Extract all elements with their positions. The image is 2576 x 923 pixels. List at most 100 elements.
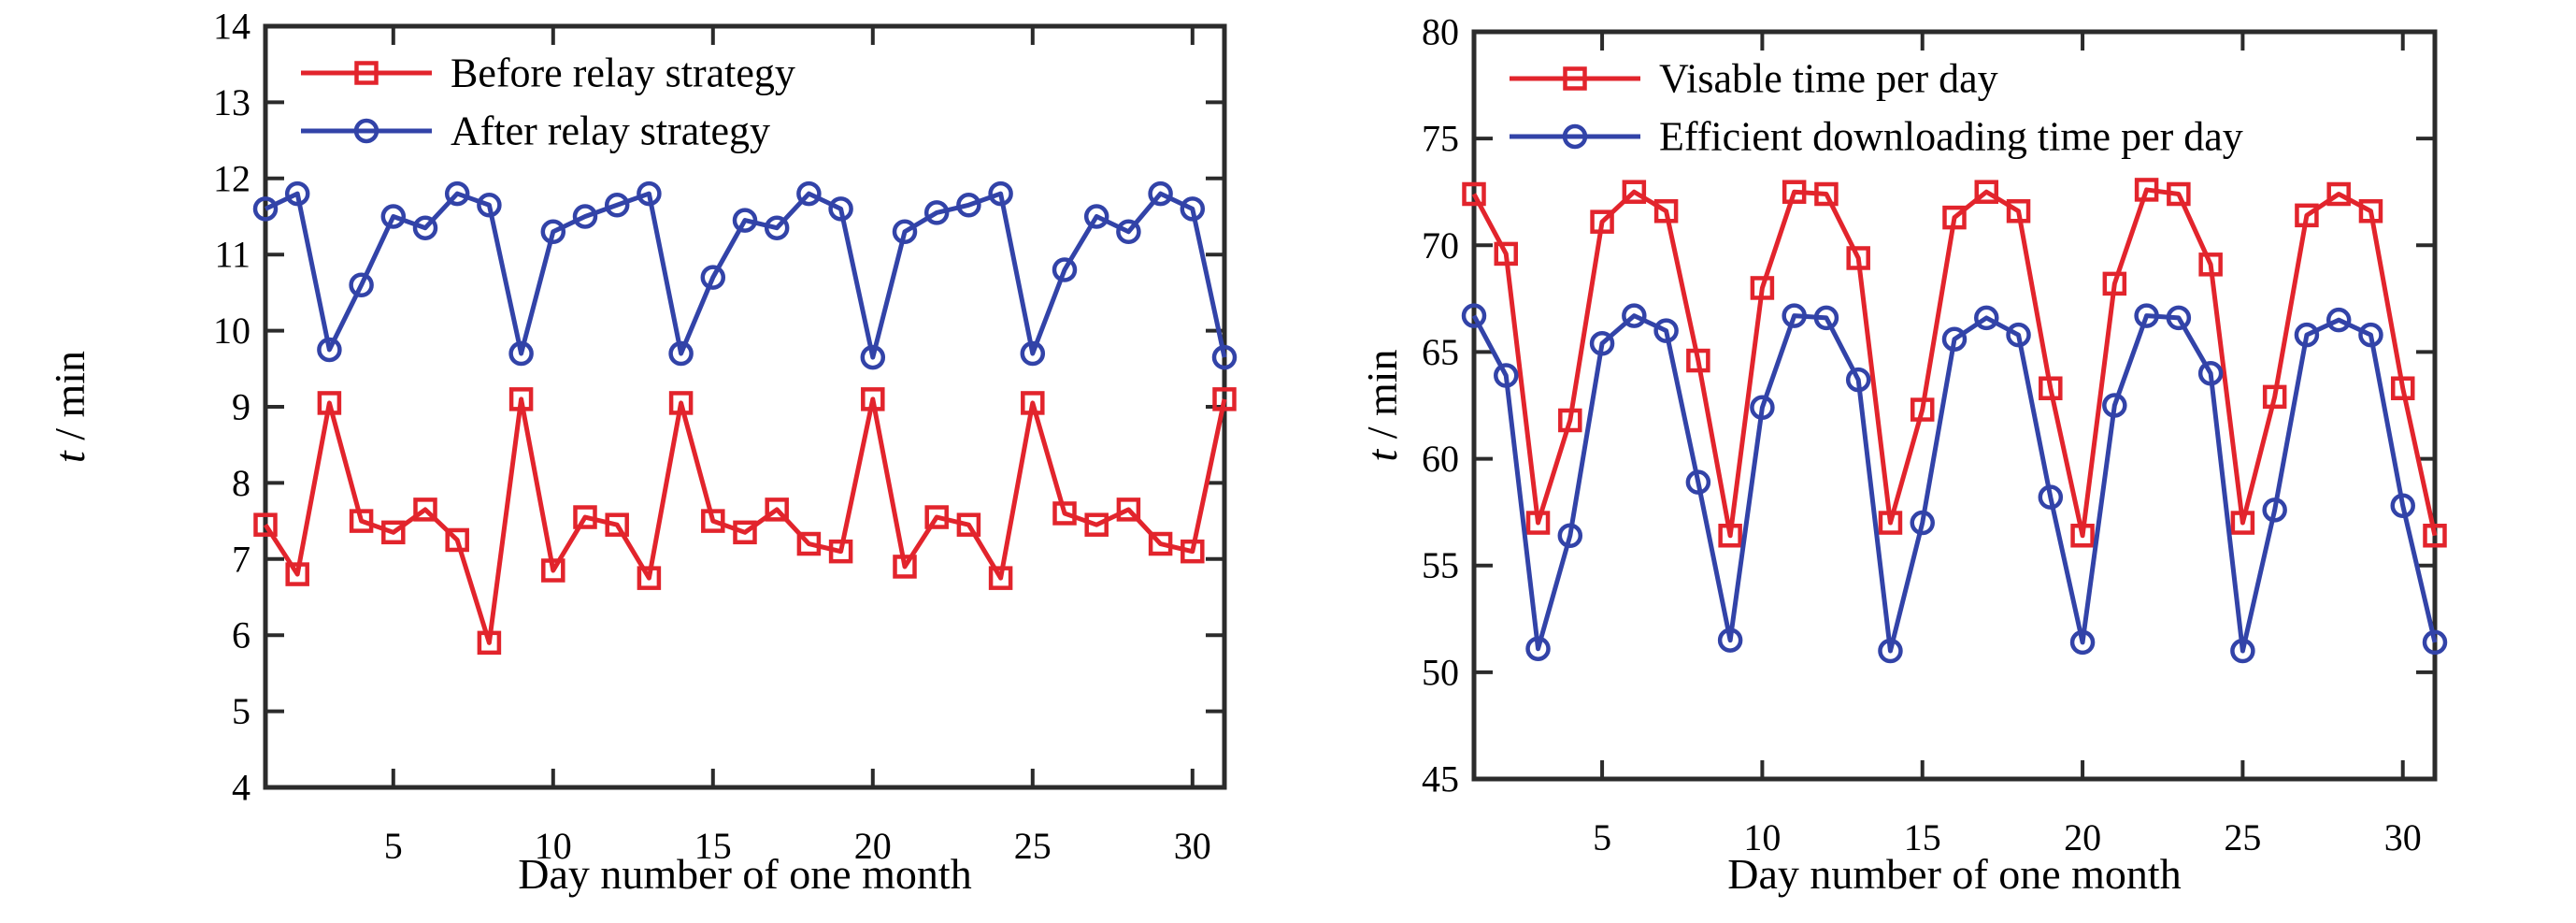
y-tick-label: 8	[232, 462, 250, 504]
y-tick-label: 11	[214, 234, 250, 276]
y-tick-label: 55	[1422, 544, 1459, 586]
series-marker-before-relay-strategy	[1084, 512, 1109, 537]
legend: Visable time per day Efficient downloadin…	[1510, 56, 2243, 160]
series-marker-before-relay-strategy	[413, 498, 437, 522]
series-marker-visable-time-per-day	[1558, 408, 1582, 433]
series-marker-before-relay-strategy	[605, 512, 629, 537]
series-marker-visable-time-per-day	[1910, 397, 1935, 422]
series-marker-after-relay-strategy	[540, 219, 566, 245]
series-marker-visable-time-per-day	[2423, 524, 2447, 548]
x-tick-label: 20	[2064, 816, 2101, 858]
series-marker-efficient-downloading-time-per-day	[1845, 367, 1871, 393]
series-marker-visable-time-per-day	[2230, 511, 2255, 535]
series-marker-visable-time-per-day	[2070, 524, 2095, 548]
series-marker-visable-time-per-day	[2198, 252, 2223, 277]
series-marker-visable-time-per-day	[1974, 180, 1999, 204]
series-line-after-relay-strategy	[264, 191, 1227, 360]
series-marker-after-relay-strategy	[1116, 219, 1141, 245]
series-marker-before-relay-strategy	[317, 391, 342, 415]
series-marker-after-relay-strategy	[508, 340, 534, 367]
series-marker-visable-time-per-day	[1622, 180, 1647, 204]
series-marker-efficient-downloading-time-per-day	[1974, 305, 1999, 331]
x-tick-label: 20	[854, 825, 892, 867]
series-marker-efficient-downloading-time-per-day	[1494, 363, 1519, 388]
series-marker-after-relay-strategy	[637, 180, 662, 207]
series-marker-efficient-downloading-time-per-day	[2230, 638, 2255, 664]
series-marker-visable-time-per-day	[2039, 376, 2063, 400]
series-marker-before-relay-strategy	[956, 512, 981, 537]
series-marker-efficient-downloading-time-per-day	[2262, 498, 2287, 523]
series-marker-efficient-downloading-time-per-day	[1525, 636, 1551, 661]
series-marker-visable-time-per-day	[2326, 181, 2351, 207]
series-marker-efficient-downloading-time-per-day	[1589, 331, 1615, 356]
series-marker-before-relay-strategy	[1021, 391, 1045, 415]
series-marker-after-relay-strategy	[828, 196, 853, 222]
series-marker-visable-time-per-day	[2262, 384, 2287, 410]
series-marker-efficient-downloading-time-per-day	[2038, 484, 2064, 510]
legend-label: Visable time per day	[1659, 56, 1998, 102]
series-line-efficient-downloading-time-per-day	[1471, 313, 2438, 654]
series-marker-before-relay-strategy	[828, 539, 853, 564]
series-marker-after-relay-strategy	[764, 215, 790, 240]
series-marker-efficient-downloading-time-per-day	[1878, 638, 1903, 664]
y-tick-label: 5	[232, 690, 250, 732]
legend-label: After relay strategy	[451, 108, 770, 154]
series-marker-after-relay-strategy	[1211, 344, 1238, 370]
series-marker-after-relay-strategy	[892, 219, 918, 245]
series-marker-efficient-downloading-time-per-day	[1782, 303, 1807, 328]
legend-item-visable-time-per-day: Visable time per day	[1510, 56, 1998, 102]
series-marker-visable-time-per-day	[1494, 241, 1519, 267]
series-marker-efficient-downloading-time-per-day	[1910, 510, 1935, 536]
series-marker-efficient-downloading-time-per-day	[2197, 361, 2224, 386]
y-tick-label: 13	[213, 81, 250, 123]
plot-frame	[1471, 29, 2438, 782]
series-marker-visable-time-per-day	[1750, 276, 1775, 300]
legend-label: Before relay strategy	[451, 50, 795, 96]
series-marker-before-relay-strategy	[541, 558, 565, 583]
series-marker-after-relay-strategy	[477, 193, 502, 218]
series-marker-efficient-downloading-time-per-day	[2069, 629, 2096, 656]
legend-marker-circle	[353, 118, 379, 144]
series-marker-efficient-downloading-time-per-day	[1750, 395, 1775, 421]
series-marker-visable-time-per-day	[2390, 376, 2415, 400]
y-axis-title: t / min	[46, 351, 93, 463]
legend-item-efficient-downloading-time-per-day: Efficient downloading time per day	[1510, 114, 2243, 160]
y-tick-label: 65	[1422, 331, 1459, 373]
x-tick-label: 10	[1743, 816, 1781, 858]
series-marker-visable-time-per-day	[2167, 181, 2191, 207]
series-marker-before-relay-strategy	[285, 562, 309, 586]
y-tick-label: 9	[232, 386, 250, 428]
y-tick-label: 45	[1422, 758, 1459, 800]
series-marker-after-relay-strategy	[252, 196, 279, 222]
chart-panel-downloading-time: 5 10 15 20 25 30 45 50 55 60 65 70 75 80 Day number of…	[1288, 0, 2576, 923]
series-marker-before-relay-strategy	[668, 391, 694, 415]
series-marker-visable-time-per-day	[1942, 205, 1967, 230]
y-tick-label: 6	[232, 614, 250, 656]
x-tick-label: 5	[384, 825, 403, 867]
y-tick-label: 4	[232, 767, 250, 809]
series-marker-visable-time-per-day	[1846, 246, 1870, 270]
series-marker-before-relay-strategy	[445, 527, 469, 553]
series-marker-after-relay-strategy	[317, 337, 342, 363]
series-marker-after-relay-strategy	[380, 204, 407, 229]
series-marker-visable-time-per-day	[1878, 511, 1903, 535]
series-marker-before-relay-strategy	[988, 566, 1013, 590]
series-marker-after-relay-strategy	[412, 215, 438, 240]
y-tick-label: 75	[1422, 118, 1459, 160]
series-marker-before-relay-strategy	[573, 505, 597, 529]
x-axis-title: Day number of one month	[518, 850, 971, 898]
x-tick-label: 25	[2224, 816, 2261, 858]
series-marker-before-relay-strategy	[253, 512, 278, 537]
series-marker-efficient-downloading-time-per-day	[1622, 303, 1647, 328]
series-marker-visable-time-per-day	[2358, 199, 2383, 224]
series-marker-after-relay-strategy	[284, 180, 310, 207]
series-marker-before-relay-strategy	[1148, 531, 1173, 556]
x-tick-label: 30	[2384, 816, 2422, 858]
series-marker-efficient-downloading-time-per-day	[2358, 322, 2383, 348]
x-tick-label: 30	[1174, 825, 1211, 867]
series-marker-efficient-downloading-time-per-day	[2390, 493, 2415, 519]
y-axis-title-variable: t	[1358, 449, 1406, 462]
series-marker-before-relay-strategy	[349, 509, 374, 533]
series-marker-visable-time-per-day	[1814, 181, 1839, 207]
series-marker-visable-time-per-day	[2102, 271, 2127, 296]
